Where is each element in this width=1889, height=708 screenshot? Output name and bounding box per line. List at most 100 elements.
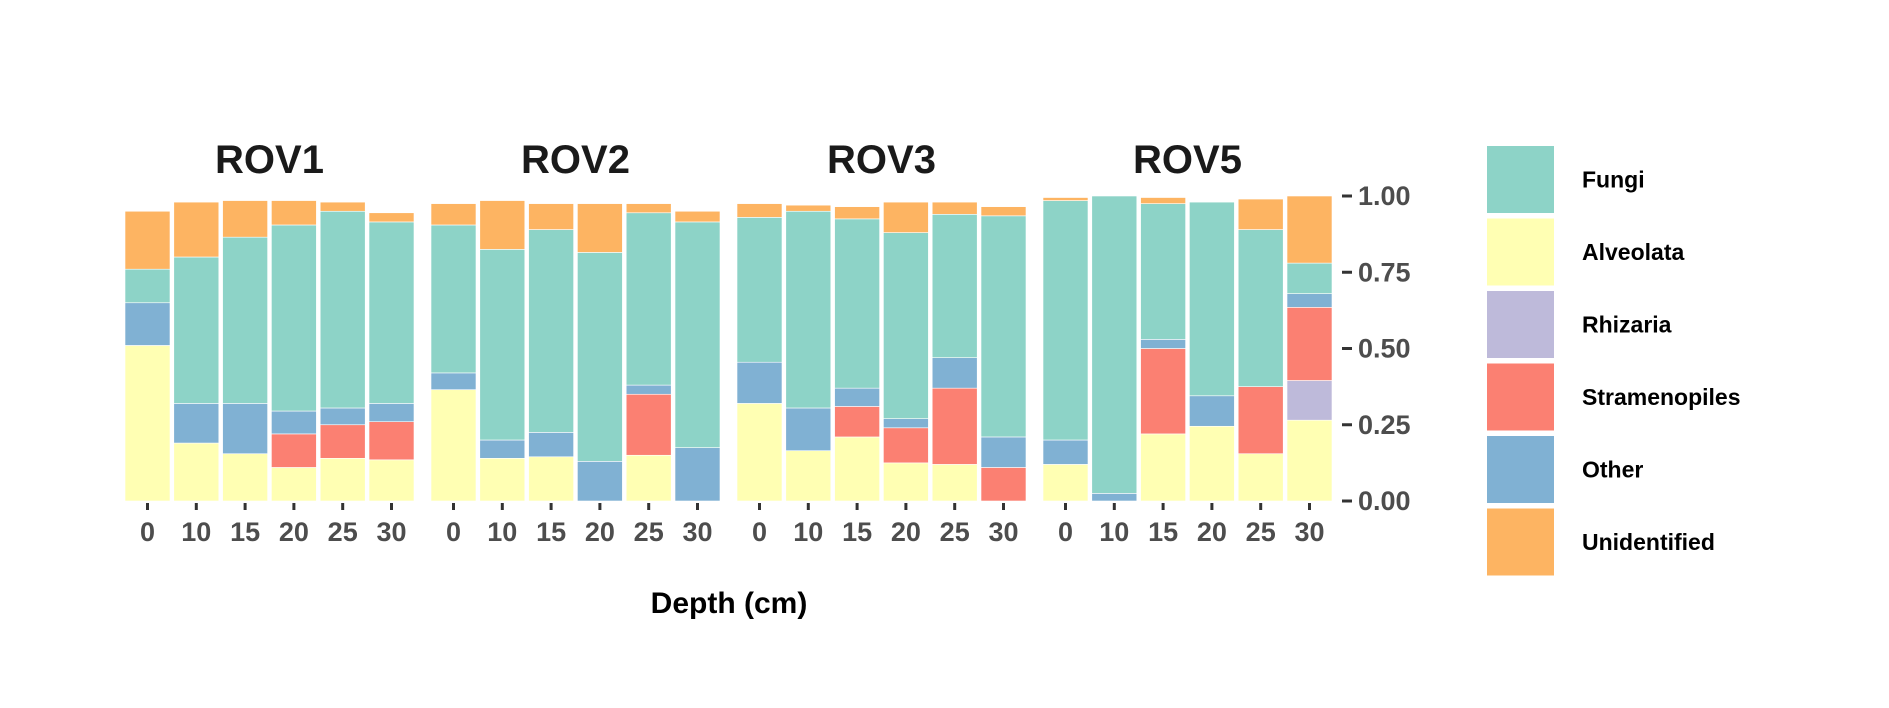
bar-segment-other — [674, 447, 721, 502]
facet-rov2: ROV2 0 10 15 20 25 30 — [430, 138, 721, 547]
legend-item-unidentified: Unidentified — [1487, 508, 1715, 576]
bar-segment-alveolata — [1042, 464, 1089, 502]
x-tick-label: 10 — [181, 517, 211, 547]
legend-swatch — [1487, 508, 1554, 576]
bar-segment-fungi — [883, 232, 929, 419]
x-tick-label: 15 — [1148, 517, 1178, 547]
bar-segment-unidentified — [674, 210, 721, 223]
bar-segment-unidentified — [980, 206, 1027, 217]
bar-segment-alveolata — [931, 464, 978, 502]
legend-label: Alveolata — [1582, 239, 1684, 265]
bar-rov1-15 — [222, 200, 268, 502]
legend-item-stramenopiles: Stramenopiles — [1487, 363, 1741, 431]
x-tick-label: 30 — [376, 517, 406, 547]
bar-rov3-0 — [736, 203, 783, 502]
x-tick-label: 15 — [842, 517, 872, 547]
bar-segment-unidentified — [931, 201, 978, 215]
bar-segment-other — [625, 384, 672, 395]
legend-label: Stramenopiles — [1582, 384, 1741, 410]
bar-segment-unidentified — [479, 200, 526, 250]
bar-segment-alveolata — [368, 459, 415, 502]
bar-segment-alveolata — [124, 345, 171, 502]
bar-segment-other — [1286, 293, 1333, 308]
bar-segment-alveolata — [785, 450, 832, 502]
bar-rov1-0 — [124, 210, 171, 502]
bar-rov5-30 — [1286, 195, 1333, 502]
bar-rov2-15 — [528, 203, 574, 502]
bar-segment-fungi — [785, 210, 832, 409]
facet-title: ROV3 — [827, 138, 936, 182]
bar-segment-stramenopiles — [1286, 307, 1333, 381]
bar-segment-other — [577, 461, 623, 502]
bar-segment-other — [883, 418, 929, 429]
x-tick-label: 25 — [328, 517, 358, 547]
bar-segment-other — [1091, 493, 1138, 502]
legend-label: Rhizaria — [1582, 312, 1672, 338]
bar-segment-alveolata — [834, 436, 880, 502]
bar-segment-unidentified — [319, 201, 366, 212]
bar-segment-unidentified — [785, 204, 832, 212]
x-tick-label: 30 — [1294, 517, 1324, 547]
bar-segment-rhizaria — [1286, 380, 1333, 421]
bar-segment-fungi — [222, 236, 268, 404]
bar-segment-fungi — [368, 221, 415, 404]
bar-segment-other — [931, 357, 978, 389]
facet-title: ROV2 — [521, 138, 630, 182]
bar-segment-other — [430, 372, 477, 390]
bar-segment-fungi — [173, 256, 220, 404]
bar-segment-fungi — [1286, 262, 1333, 294]
y-tick-label: 0.25 — [1358, 410, 1411, 440]
bar-segment-fungi — [1140, 203, 1186, 340]
bar-segment-other — [834, 387, 880, 407]
bar-segment-alveolata — [271, 467, 317, 502]
bar-segment-fungi — [271, 224, 317, 412]
bar-segment-other — [271, 410, 317, 435]
bar-rov5-0 — [1042, 197, 1089, 502]
facet-rov3: ROV3 0 10 15 20 25 30 — [736, 138, 1027, 547]
bar-segment-fungi — [834, 218, 880, 389]
bar-rov2-25 — [625, 203, 672, 502]
bar-segment-fungi — [736, 217, 783, 363]
bar-segment-unidentified — [1286, 195, 1333, 264]
bar-segment-unidentified — [222, 200, 268, 238]
bar-rov3-25 — [931, 201, 978, 502]
x-tick-label: 30 — [988, 517, 1018, 547]
bar-rov2-20 — [577, 203, 623, 502]
x-axis-title: Depth (cm) — [651, 587, 808, 620]
bar-segment-alveolata — [1237, 453, 1284, 502]
bar-segment-alveolata — [1189, 425, 1235, 502]
bar-segment-fungi — [1042, 200, 1089, 441]
legend-swatch — [1487, 291, 1554, 358]
bar-segment-alveolata — [222, 453, 268, 502]
legend-swatch — [1487, 436, 1554, 503]
bar-segment-other — [319, 407, 366, 426]
x-tick-label: 25 — [940, 517, 970, 547]
x-tick-label: 10 — [793, 517, 823, 547]
bar-segment-unidentified — [1140, 197, 1186, 204]
y-tick-label: 0.75 — [1358, 257, 1411, 287]
bar-segment-stramenopiles — [980, 467, 1027, 502]
bar-segment-alveolata — [528, 456, 574, 502]
bar-segment-alveolata — [1140, 433, 1186, 502]
bar-segment-fungi — [124, 268, 171, 304]
bar-segment-other — [1140, 339, 1186, 349]
x-tick-label: 25 — [634, 517, 664, 547]
y-axis: 0.00 0.25 0.50 0.75 1.00 — [1342, 181, 1411, 516]
legend-item-alveolata: Alveolata — [1487, 218, 1684, 286]
bar-segment-stramenopiles — [834, 406, 880, 438]
bar-rov5-25 — [1237, 198, 1284, 502]
legend-label: Other — [1582, 457, 1643, 483]
bar-rov3-10 — [785, 204, 832, 502]
x-tick-label: 20 — [1197, 517, 1227, 547]
bar-segment-unidentified — [528, 203, 574, 230]
x-tick-label: 0 — [446, 517, 461, 547]
bar-rov2-0 — [430, 203, 477, 502]
bar-segment-alveolata — [173, 442, 220, 502]
bar-segment-fungi — [674, 221, 721, 448]
legend-item-fungi: Fungi — [1487, 146, 1645, 213]
bar-segment-fungi — [625, 212, 672, 386]
x-tick-label: 15 — [536, 517, 566, 547]
bar-rov2-30 — [674, 210, 721, 502]
x-tick-label: 20 — [279, 517, 309, 547]
bar-segment-unidentified — [271, 200, 317, 226]
